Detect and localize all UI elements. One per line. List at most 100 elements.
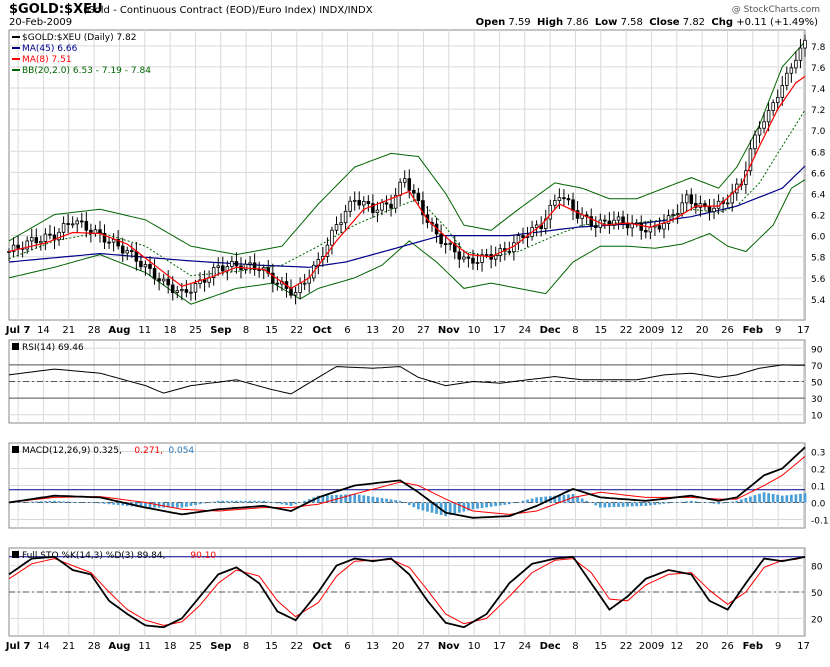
price-candle: [152, 268, 157, 280]
chg-value: +0.11 (+1.49%): [736, 17, 818, 28]
x-axis-label: 17: [797, 325, 810, 336]
price-candle: [766, 110, 771, 123]
macd-histogram-bar: [94, 502, 97, 504]
price-candle: [43, 233, 48, 242]
price-candle: [16, 244, 20, 249]
price-candle: [139, 260, 143, 268]
price-candle: [252, 262, 257, 270]
macd-histogram-bar: [530, 498, 534, 503]
macd-histogram-bar: [467, 502, 470, 511]
x-axis-label: 22: [620, 325, 633, 336]
macd-histogram-bar: [298, 502, 302, 503]
price-tick-label: 6.8: [811, 148, 826, 158]
macd-histogram-bar: [307, 499, 311, 503]
macd-histogram-bar: [744, 497, 748, 503]
macd-histogram-bar: [667, 502, 670, 504]
macd-histogram-bar: [471, 502, 475, 510]
macd-histogram-bar: [799, 493, 802, 503]
x-axis-label: 22: [290, 325, 303, 336]
macd-histogram-bar: [84, 502, 88, 503]
macd-histogram-bar: [612, 502, 616, 508]
x-axis-label: 28: [88, 325, 101, 336]
price-candle: [666, 215, 671, 224]
price-candle: [616, 216, 621, 221]
price-candle: [644, 229, 648, 233]
price-tick-label: 7.4: [811, 85, 826, 95]
price-candle: [248, 262, 252, 265]
legend-entry: $GOLD:$XEU (Daily) 7.82: [22, 33, 136, 43]
macd-histogram-bar: [48, 500, 52, 503]
macd-histogram-bar: [426, 502, 429, 512]
x-axis-label: 18: [164, 641, 177, 652]
price-candle: [234, 261, 239, 267]
macd-histogram-bar: [398, 500, 402, 503]
price-candle: [725, 202, 730, 205]
price-candle: [170, 284, 175, 293]
legend-entry: MA(8) 7.51: [22, 55, 72, 65]
price-candle: [553, 200, 557, 206]
x-axis-label: 20: [696, 641, 709, 652]
macd-tick-label: 0.3: [811, 449, 825, 459]
legend-swatch: [12, 343, 19, 350]
x-axis-label: Jul 7: [5, 325, 31, 336]
price-candle: [416, 192, 421, 201]
price-candle: [521, 235, 525, 238]
price-candle: [184, 289, 189, 293]
price-candle: [407, 178, 412, 191]
ma45-line: [8, 165, 806, 268]
price-candle: [698, 203, 703, 208]
price-candle: [25, 240, 29, 250]
macd-histogram-bar: [362, 495, 366, 503]
price-candle: [457, 251, 462, 260]
macd-histogram-bar: [608, 502, 611, 508]
sto-k-line: [8, 555, 806, 629]
x-axis-label: 6: [344, 325, 350, 336]
panel-frame: [8, 29, 806, 321]
macd-histogram-bar: [357, 494, 361, 503]
price-candle: [507, 250, 512, 253]
macd-histogram-bar: [580, 498, 584, 503]
price-candle: [452, 242, 457, 253]
price-candle: [689, 194, 694, 204]
macd-histogram-bar: [221, 500, 225, 503]
macd-histogram-bar: [598, 502, 602, 508]
x-axis-label: Aug: [108, 325, 130, 336]
x-axis-label: 14: [37, 325, 50, 336]
macd-histogram-bar: [603, 502, 607, 508]
price-candle: [412, 189, 416, 194]
macd-histogram-bar: [626, 502, 629, 507]
x-axis-label: 26: [721, 641, 734, 652]
x-axis-label: 20: [696, 325, 709, 336]
macd-histogram-bar: [635, 502, 639, 507]
macd-histogram-bar: [771, 494, 775, 503]
price-candle: [753, 134, 757, 150]
price-candle: [61, 223, 66, 233]
macd-histogram-bar: [803, 493, 807, 503]
x-axis-label: 8: [572, 641, 578, 652]
price-candle: [421, 200, 425, 216]
price-candle: [680, 202, 684, 214]
symbol-description: (Gold - Continuous Contract (EOD)/Euro I…: [83, 5, 373, 16]
macd-histogram-bar: [512, 502, 516, 504]
price-candle: [243, 263, 248, 271]
macd-histogram-bar: [376, 497, 379, 503]
macd-histogram-bar: [289, 502, 293, 506]
macd-histogram-bar: [326, 495, 329, 503]
macd-histogram-bar: [30, 501, 34, 503]
price-tick-label: 7.8: [811, 43, 826, 53]
x-axis-label: 12: [670, 641, 683, 652]
price-tick-label: 6.6: [811, 169, 826, 179]
macd-histogram-bar: [53, 500, 56, 503]
macd-histogram-bar: [717, 502, 720, 505]
x-axis-label: Sep: [210, 641, 231, 652]
price-candle: [475, 262, 480, 264]
macd-histogram-bar: [39, 501, 43, 503]
x-axis-label: 24: [518, 641, 531, 652]
price-candle: [70, 223, 75, 226]
x-axis-label: 13: [366, 325, 379, 336]
x-axis-label: 17: [493, 641, 506, 652]
price-candle: [357, 199, 362, 206]
price-candle: [639, 222, 644, 231]
macd-histogram-bar: [567, 494, 570, 503]
price-candle: [29, 237, 34, 242]
